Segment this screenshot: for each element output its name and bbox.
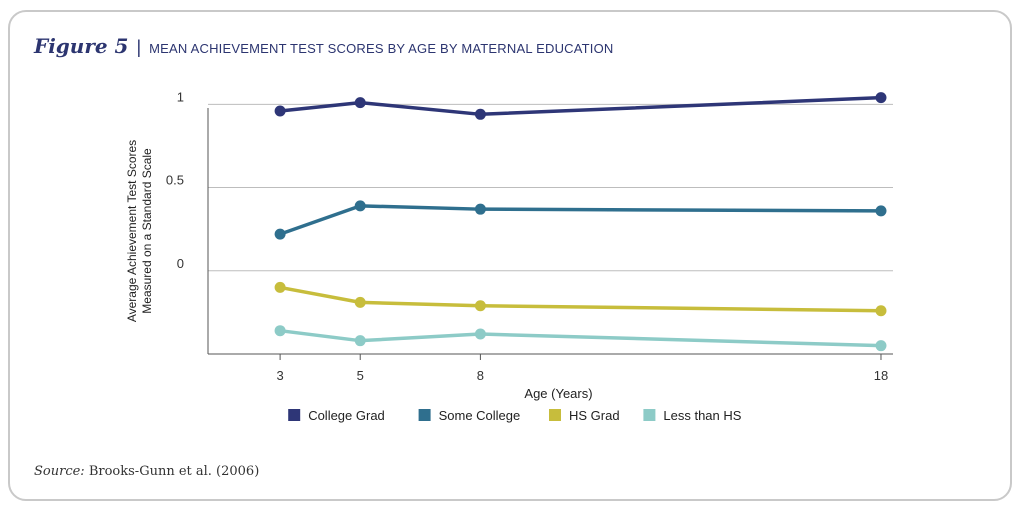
data-point <box>354 296 366 308</box>
data-point <box>474 328 486 340</box>
data-point <box>474 300 486 312</box>
data-point <box>354 97 366 109</box>
data-point <box>274 281 286 293</box>
data-point <box>875 340 887 352</box>
data-point <box>354 200 366 212</box>
legend-swatch <box>549 409 561 421</box>
data-point <box>875 92 887 104</box>
series-line <box>279 328 882 348</box>
x-tick-label: 8 <box>477 368 484 383</box>
legend-label: College Grad <box>308 408 385 423</box>
legend-item: HS Grad <box>549 408 620 423</box>
y-tick-label: 1 <box>177 89 184 104</box>
data-point <box>875 305 887 317</box>
source-text: Brooks-Gunn et al. (2006) <box>88 464 260 479</box>
y-axis-title-line: Average Achievement Test Scores <box>125 140 139 322</box>
figure-header: Figure 5 | MEAN ACHIEVEMENT TEST SCORES … <box>34 34 614 58</box>
source-label: Source: <box>34 464 85 479</box>
data-point <box>274 228 286 240</box>
legend-item: College Grad <box>288 408 385 423</box>
x-tick-label: 18 <box>874 368 888 383</box>
data-point <box>274 325 286 337</box>
figure-separator: | <box>136 37 142 57</box>
legend-swatch <box>418 409 431 421</box>
figure-card <box>8 10 1012 501</box>
data-point <box>354 335 366 347</box>
legend-item: Some College <box>418 408 521 423</box>
figure-label: Figure 5 <box>34 34 129 58</box>
data-point <box>474 203 486 215</box>
data-point <box>274 105 286 117</box>
x-tick-label: 5 <box>357 368 364 383</box>
y-tick-label: 0 <box>177 256 184 271</box>
legend-label: Some College <box>439 408 521 423</box>
series-line <box>279 204 881 236</box>
series-line <box>279 285 882 313</box>
y-axis-title: Average Achievement Test Scores Measured … <box>125 140 154 322</box>
figure-title: MEAN ACHIEVEMENT TEST SCORES BY AGE BY M… <box>149 41 614 56</box>
legend-swatch <box>643 409 656 421</box>
legend-item: Less than HS <box>643 408 742 423</box>
x-tick-label: 3 <box>276 368 283 383</box>
y-axis-title-line: Measured on a Standard Scale <box>140 148 154 314</box>
y-tick-label: 0.5 <box>166 173 184 188</box>
source-note: Source: Brooks-Gunn et al. (2006) <box>34 464 259 479</box>
legend-label: Less than HS <box>663 408 741 423</box>
x-axis-title: Age (Years) <box>524 386 592 401</box>
series-line <box>279 95 882 117</box>
data-point <box>474 108 486 120</box>
legend-label: HS Grad <box>569 408 620 423</box>
data-point <box>875 205 887 217</box>
legend-swatch <box>288 409 301 421</box>
